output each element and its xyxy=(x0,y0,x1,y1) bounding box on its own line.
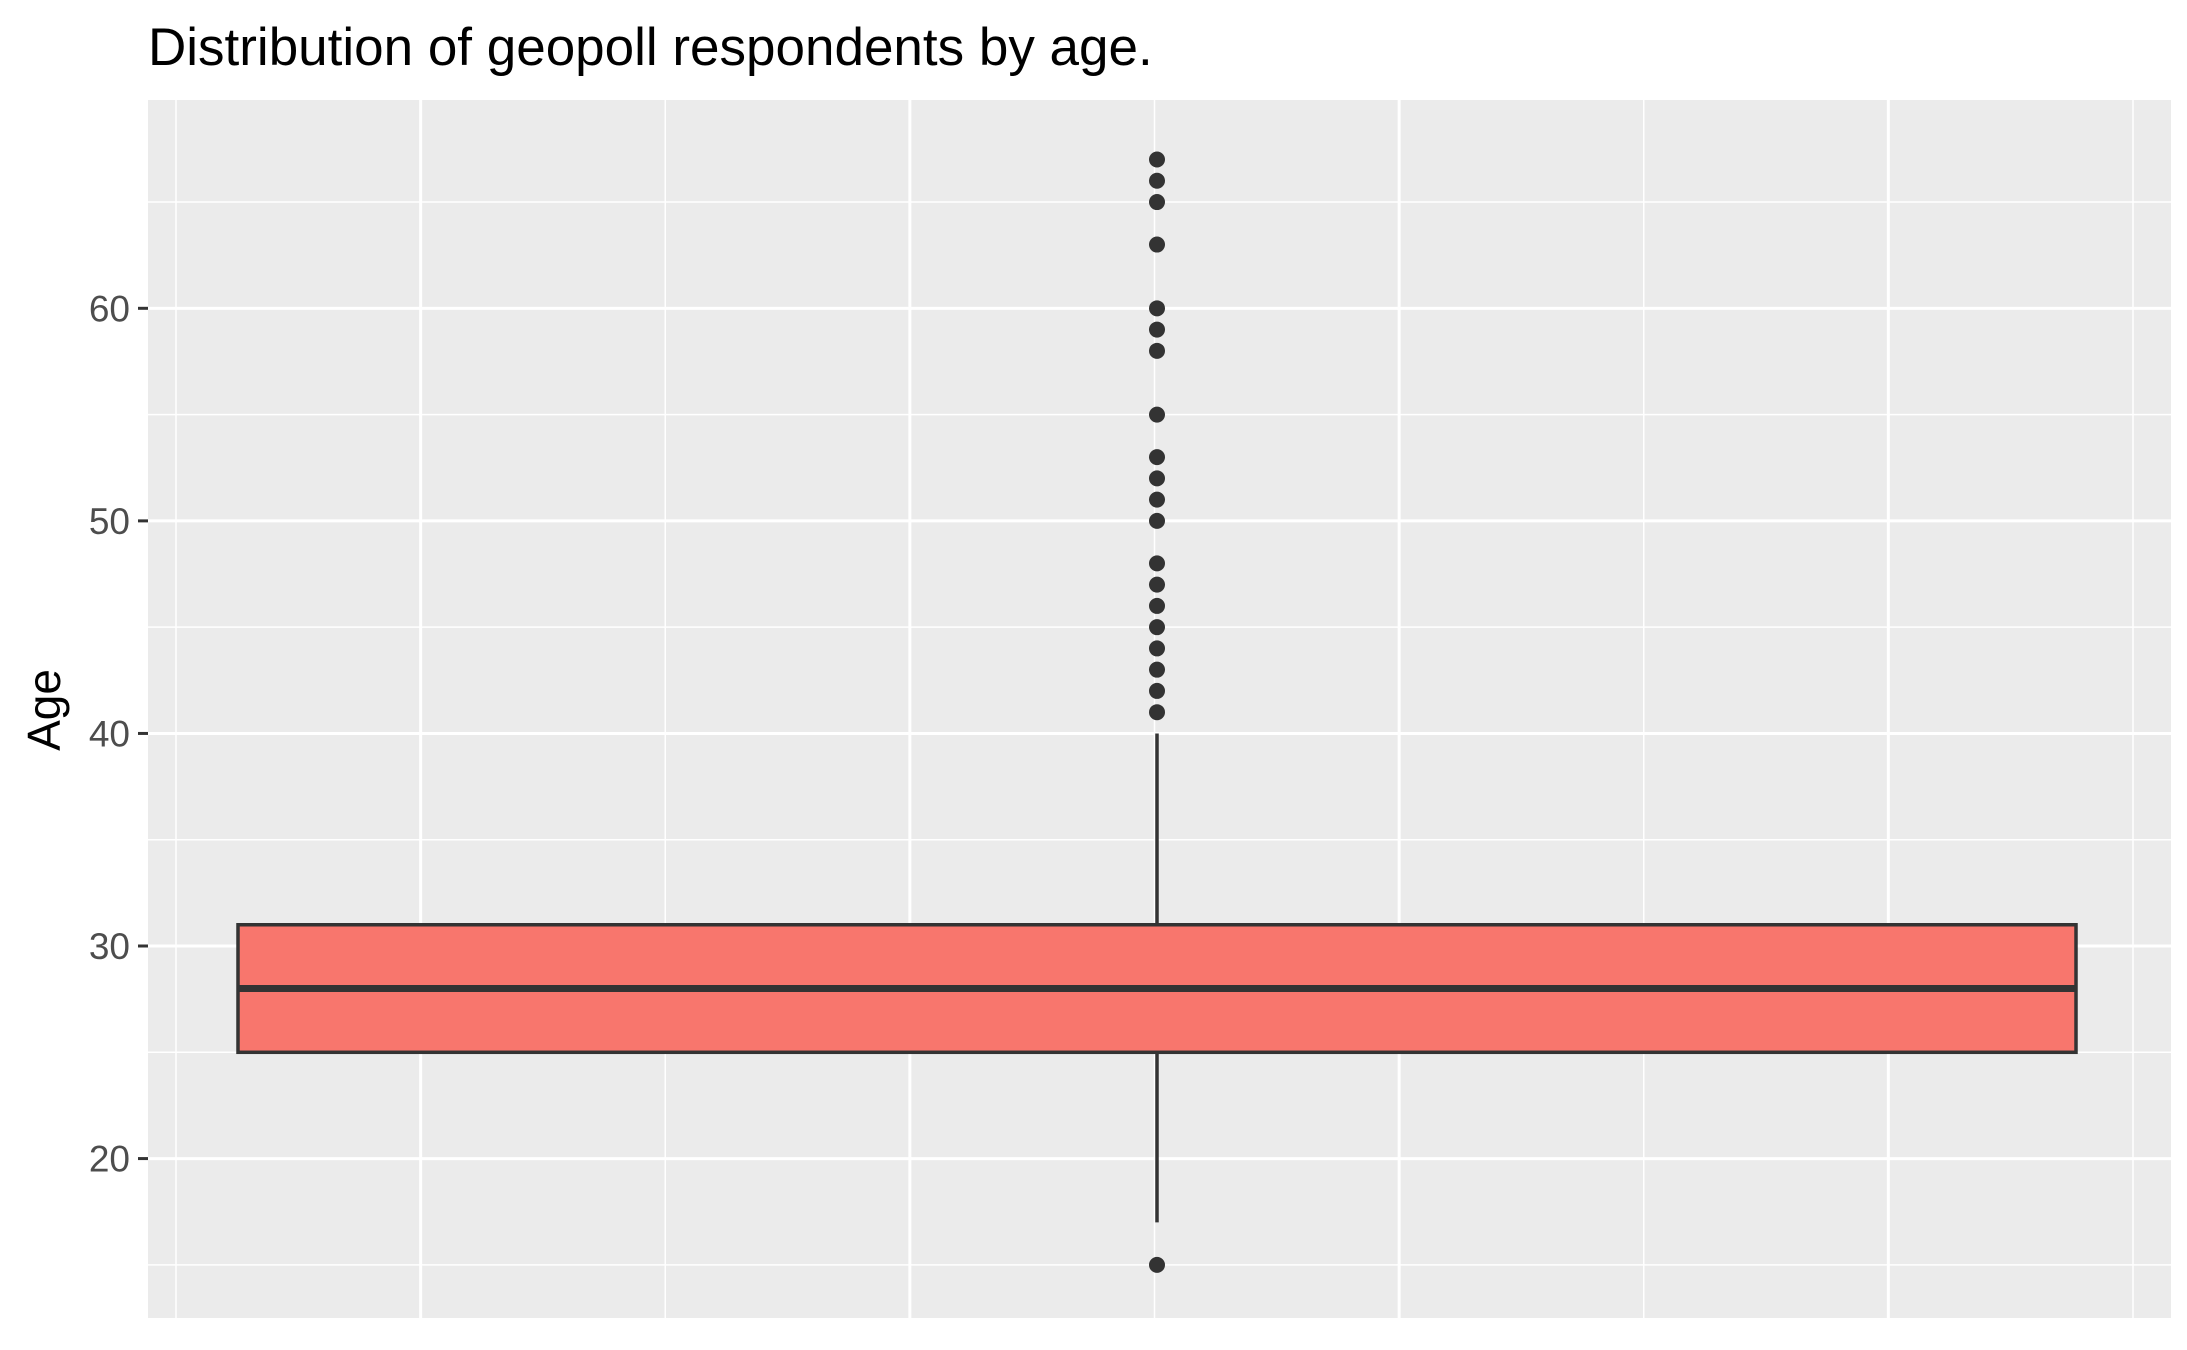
outlier-point xyxy=(1149,194,1165,211)
outlier-point xyxy=(1149,342,1165,359)
outlier-point xyxy=(1149,151,1165,168)
y-tick-label: 50 xyxy=(89,501,130,542)
outlier-point xyxy=(1149,1256,1165,1273)
outlier-point xyxy=(1149,682,1165,699)
outlier-point xyxy=(1149,619,1165,636)
outlier-point xyxy=(1149,449,1165,466)
outlier-points xyxy=(1149,151,1165,1273)
y-tick-label: 60 xyxy=(89,288,130,329)
outlier-point xyxy=(1149,300,1165,317)
outlier-point xyxy=(1149,640,1165,657)
y-tick-label: 20 xyxy=(89,1139,130,1180)
y-axis-title: Age xyxy=(18,669,70,751)
outlier-point xyxy=(1149,512,1165,529)
y-axis: 20 30 40 50 60 xyxy=(89,288,148,1180)
outlier-point xyxy=(1149,576,1165,593)
outlier-point xyxy=(1149,704,1165,721)
outlier-point xyxy=(1149,236,1165,253)
chart-title: Distribution of geopoll respondents by a… xyxy=(148,18,1153,77)
outlier-point xyxy=(1149,406,1165,423)
outlier-point xyxy=(1149,661,1165,678)
y-tick-label: 40 xyxy=(89,713,130,754)
outlier-point xyxy=(1149,555,1165,572)
y-tick-label: 30 xyxy=(89,926,130,967)
outlier-point xyxy=(1149,321,1165,338)
outlier-point xyxy=(1149,470,1165,487)
outlier-point xyxy=(1149,491,1165,508)
outlier-point xyxy=(1149,172,1165,189)
outlier-point xyxy=(1149,597,1165,614)
boxplot-series xyxy=(236,733,2078,1223)
